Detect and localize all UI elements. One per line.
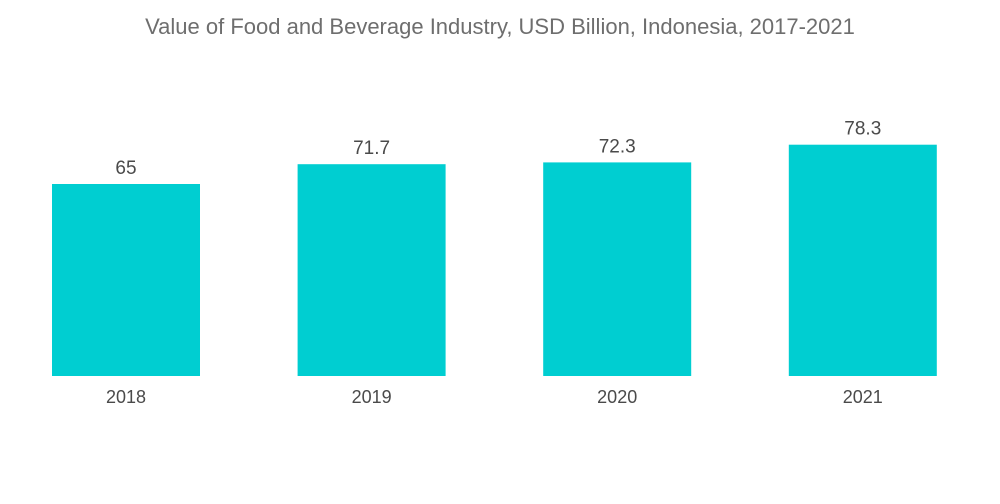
- chart-title: Value of Food and Beverage Industry, USD…: [145, 14, 855, 39]
- x-tick-label-2021: 2021: [843, 387, 883, 407]
- x-tick-label-2018: 2018: [106, 387, 146, 407]
- bar-2018: [52, 184, 200, 376]
- data-label-2021: 78.3: [844, 119, 881, 140]
- bar-2021: [788, 144, 937, 376]
- data-label-2020: 72.3: [599, 136, 636, 157]
- x-tick-label-2019: 2019: [352, 387, 392, 407]
- bar-2020: [543, 162, 692, 376]
- data-label-2019: 71.7: [353, 138, 390, 159]
- x-tick-label-2020: 2020: [597, 387, 637, 407]
- bar-2019: [297, 164, 446, 376]
- data-label-2018: 65: [115, 158, 136, 179]
